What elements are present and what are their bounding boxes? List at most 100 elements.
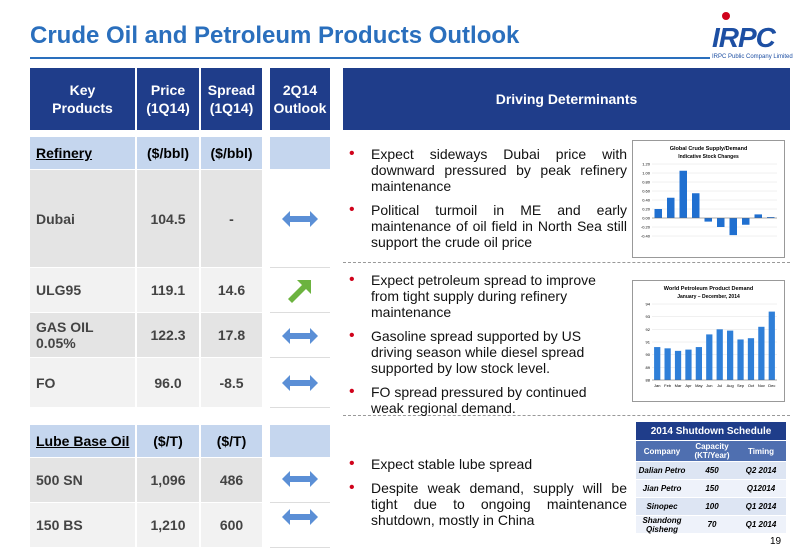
bar <box>737 339 744 380</box>
cell-value: 600 <box>201 503 262 548</box>
bullet: Expect sideways Dubai price with downwar… <box>345 146 627 194</box>
cell-value: 104.5 <box>137 170 199 268</box>
cell-value: 1,210 <box>137 503 199 548</box>
page-number: 19 <box>770 536 782 547</box>
unit: ($/T) <box>137 425 199 458</box>
sideways-arrow <box>282 328 318 344</box>
y-tick-label: 0.00 <box>642 216 651 221</box>
bar <box>768 311 775 380</box>
column-header: Spread (1Q14) <box>201 68 262 130</box>
title-rule <box>30 57 710 59</box>
logo-dot <box>722 12 730 20</box>
bar <box>654 347 661 380</box>
y-tick-label: -0.20 <box>641 225 651 230</box>
outlook-cell <box>270 170 330 268</box>
chart-title: Global Crude Supply/Demand <box>670 146 748 152</box>
y-tick-label: 1.20 <box>642 162 651 167</box>
outlook-cell <box>270 358 330 408</box>
product-name: GAS OIL 0.05% <box>30 313 135 358</box>
bar <box>654 209 662 218</box>
bar <box>674 350 682 380</box>
cell-value: -8.5 <box>201 358 262 408</box>
cell: Sinopec <box>636 498 688 515</box>
bullet: Political turmoil in ME and early mainte… <box>345 202 627 250</box>
cell: Dalian Petro <box>636 462 688 479</box>
cell: Jian Petro <box>636 480 688 497</box>
bar <box>742 218 750 225</box>
cell-value: 14.6 <box>201 268 262 313</box>
cell-value: - <box>201 170 262 268</box>
x-tick-label: Jun <box>706 383 712 388</box>
bullet: Expect stable lube spread <box>345 456 627 472</box>
y-tick-label: 89 <box>646 365 651 370</box>
outlook-cell <box>270 503 330 548</box>
y-tick-label: 0.60 <box>642 189 651 194</box>
x-tick-label: Apr <box>685 383 692 388</box>
outlook-cell <box>270 313 330 358</box>
x-tick-label: Mar <box>675 383 683 388</box>
table-title: 2014 Shutdown Schedule <box>636 422 786 440</box>
slide-title: Crude Oil and Petroleum Products Outlook <box>30 22 520 49</box>
product-name: Dubai <box>30 170 135 268</box>
up-arrow <box>288 280 311 303</box>
bar <box>747 338 755 380</box>
bullet-list: Expect petroleum spread to improve from … <box>345 272 617 424</box>
y-tick-label: 94 <box>646 302 651 307</box>
crude-chart: Global Crude Supply/Demand Indicative Sto… <box>632 140 785 258</box>
header-line: (1Q14) <box>146 100 190 116</box>
bar <box>704 218 712 222</box>
column-header: 2Q14 Outlook <box>270 68 330 130</box>
cell: Shandong Qisheng <box>636 516 688 534</box>
product-name: 500 SN <box>30 458 135 503</box>
header-line: Products <box>52 100 113 116</box>
x-tick-label: Feb <box>664 383 672 388</box>
cell-value: 486 <box>201 458 262 503</box>
bar <box>664 348 671 380</box>
column-header: Capacity (KT/Year) <box>688 441 736 461</box>
product-name: FO <box>30 358 135 408</box>
header-line: Price <box>150 82 186 98</box>
y-tick-label: 0.80 <box>642 180 651 185</box>
outlook-cell <box>270 137 330 170</box>
bullet-list: Expect stable lube spread Despite weak de… <box>345 456 627 536</box>
chart-subtitle: Indicative Stock Changes <box>678 154 739 160</box>
sideways-arrow <box>282 509 318 525</box>
cell: 70 <box>688 516 736 533</box>
column-header: Price (1Q14) <box>137 68 199 130</box>
cell-value: 119.1 <box>137 268 199 313</box>
y-tick-label: 91 <box>646 340 651 345</box>
logo-subtitle: IRPC Public Company Limited <box>712 54 793 60</box>
bar <box>729 218 737 236</box>
bar <box>685 349 692 380</box>
header-line: Outlook <box>273 100 327 116</box>
bar <box>706 334 713 380</box>
y-tick-label: -0.40 <box>641 234 651 239</box>
product-name: 150 BS <box>30 503 135 548</box>
section-name: Refinery <box>30 137 135 170</box>
header-line: 2Q14 <box>282 82 318 98</box>
y-tick-label: 0.20 <box>642 207 651 212</box>
unit: ($/bbl) <box>137 137 199 170</box>
bar <box>695 347 702 380</box>
y-tick-label: 0.40 <box>642 198 651 203</box>
x-tick-label: Aug <box>727 383 734 388</box>
bar <box>717 218 725 227</box>
outlook-cell <box>270 458 330 503</box>
bullet: Gasoline spread supported by US driving … <box>345 328 617 376</box>
bar <box>767 217 775 218</box>
column-header: Company <box>636 441 688 461</box>
product-name: ULG95 <box>30 268 135 313</box>
chart-frame <box>632 140 785 258</box>
logo: IRPC <box>712 22 776 53</box>
x-tick-label: Jul <box>717 383 722 388</box>
cell: Q12014 <box>736 480 786 497</box>
cell-value: 96.0 <box>137 358 199 408</box>
sideways-arrow <box>282 471 318 487</box>
section-name: Lube Base Oil <box>30 425 135 458</box>
header-line: Spread <box>207 82 256 98</box>
outlook-cell <box>270 268 330 313</box>
bar <box>716 329 723 380</box>
cell-value: 1,096 <box>137 458 199 503</box>
cell: 150 <box>688 480 736 497</box>
